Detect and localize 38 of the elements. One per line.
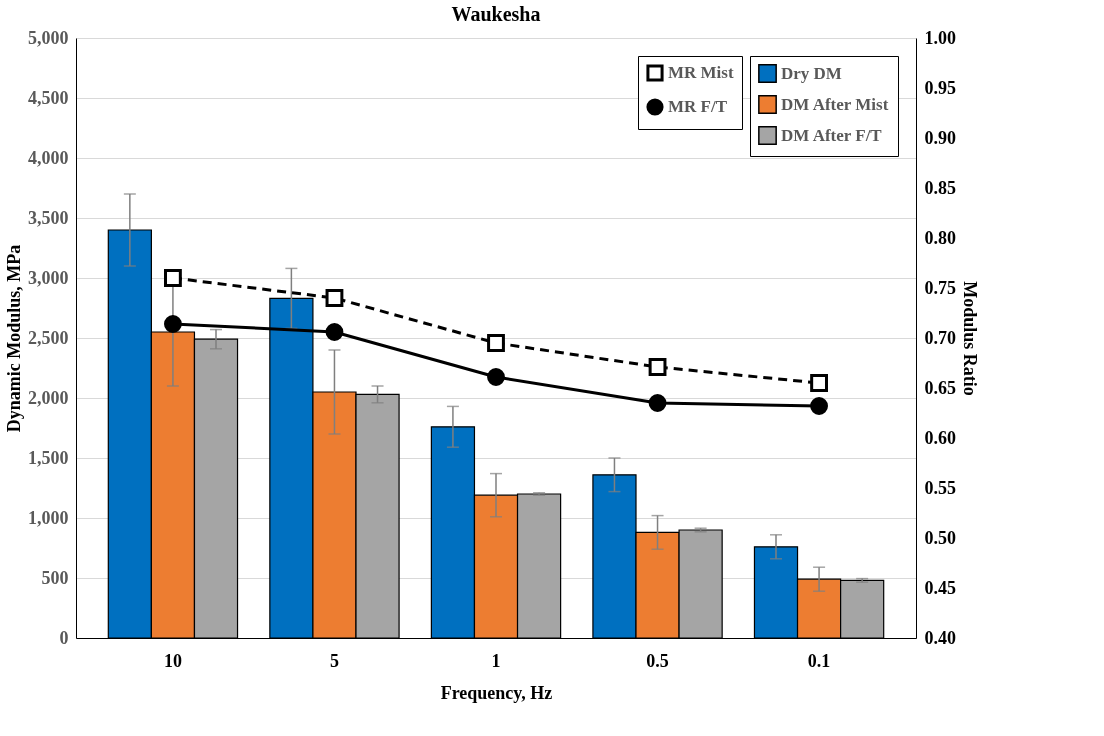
- y-tick-label: 5,000: [28, 27, 69, 48]
- y2-tick-label: 0.85: [924, 177, 956, 198]
- legend-label: Dry DM: [781, 63, 842, 83]
- y-tick-label: 0: [59, 627, 69, 648]
- y2-tick-label: 0.45: [924, 577, 956, 598]
- x-tick-label: 5: [329, 650, 339, 671]
- y2-tick-label: 0.65: [924, 377, 956, 398]
- legend-label: MR F/T: [668, 97, 728, 116]
- x-axis-title: Frequency, Hz: [440, 682, 553, 703]
- legend-label: MR Mist: [668, 63, 734, 82]
- y-tick-label: 500: [41, 567, 69, 588]
- y-tick-label: 4,500: [28, 87, 69, 108]
- x-tick-label: 10: [163, 650, 182, 671]
- legend-label: DM After F/T: [781, 125, 883, 145]
- y2-tick-label: 0.60: [924, 427, 956, 448]
- y2-tick-label: 0.90: [924, 127, 956, 148]
- y-axis-title: Dynamic Modulus, MPa: [4, 244, 24, 433]
- y-tick-label: 2,000: [28, 387, 69, 408]
- y2-tick-label: 0.70: [924, 327, 956, 348]
- y-tick-label: 2,500: [28, 327, 69, 348]
- y2-tick-label: 0.50: [924, 527, 956, 548]
- chart-title: Waukesha: [451, 3, 541, 25]
- y2-axis-title: Modulus Ratio: [960, 281, 980, 396]
- y2-tick-label: 0.80: [924, 227, 956, 248]
- y-tick-label: 3,000: [28, 267, 69, 288]
- y-tick-label: 1,000: [28, 507, 69, 528]
- x-tick-label: 0.5: [646, 650, 669, 671]
- x-tick-label: 1: [491, 650, 501, 671]
- y-tick-label: 1,500: [28, 447, 69, 468]
- y-tick-label: 3,500: [28, 207, 69, 228]
- y2-tick-label: 0.40: [924, 627, 956, 648]
- legend-label: DM After Mist: [781, 94, 889, 114]
- y2-tick-label: 0.55: [924, 477, 956, 498]
- y2-tick-label: 0.95: [924, 77, 956, 98]
- x-tick-label: 0.1: [807, 650, 831, 671]
- y-tick-label: 4,000: [28, 147, 69, 168]
- y2-tick-label: 0.75: [924, 277, 956, 298]
- y2-tick-label: 1.00: [924, 27, 956, 48]
